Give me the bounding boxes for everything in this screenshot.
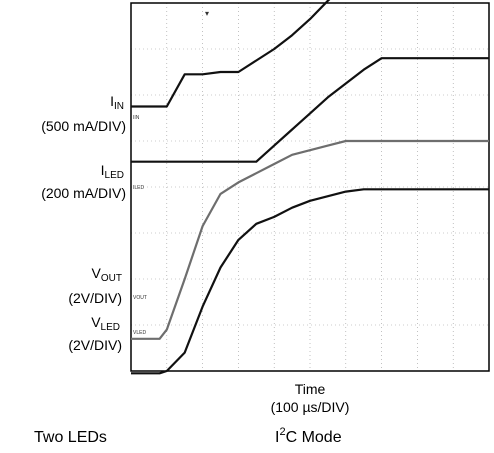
plot-frame [130,2,490,372]
label-iled-main: I [100,162,105,178]
footer-right: I2C Mode [275,426,342,447]
label-iin: IIN [110,93,124,112]
label-iled: ILED [100,162,124,181]
marker-iled: ILED [133,185,145,191]
label-iin-main: I [110,93,114,109]
label-vout-scale: (2V/DIV) [68,290,122,306]
label-iled-scale: (200 mA/DIV) [41,185,126,201]
label-iin-sub: IN [114,101,124,112]
channel-markers: IIN ILED VOUT VLED [133,115,147,336]
label-iled-sub: LED [104,170,124,181]
footer-right-pre: I [275,429,280,446]
x-axis-scale: (100 µs/DIV) [270,399,350,415]
label-vout-main: V [91,265,101,281]
trigger-marker: ▾ [205,9,209,18]
marker-vout: VOUT [133,295,147,301]
traces [131,0,489,375]
marker-iin: IIN [133,115,140,121]
label-vout-sub: OUT [100,273,122,284]
trace-vled [131,188,489,375]
label-vled-sub: LED [100,322,120,333]
footer-right-sup: 2 [279,426,286,438]
x-axis-title: Time [294,381,326,397]
trace-vout [131,139,489,340]
label-vled: VLED [91,314,120,333]
footer-left: Two LEDs [34,429,107,446]
grid [131,3,489,371]
label-vout: VOUT [91,265,122,284]
footer-right-post: C Mode [285,429,342,446]
label-vled-scale: (2V/DIV) [68,337,122,353]
label-iin-scale: (500 mA/DIV) [41,118,126,134]
label-vled-main: V [91,314,101,330]
trace-iin [131,0,331,108]
marker-vled: VLED [133,330,146,336]
trace-iled [131,57,489,163]
